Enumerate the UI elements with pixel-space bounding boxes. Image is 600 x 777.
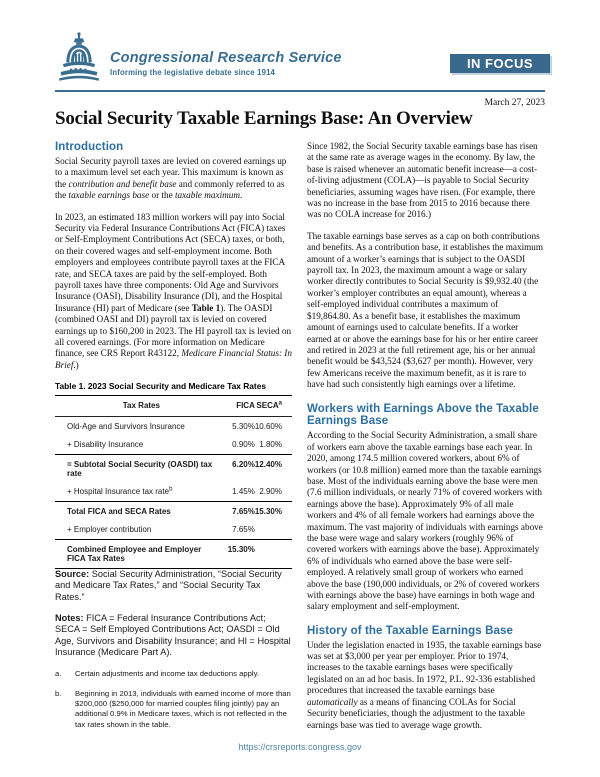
- two-column-body: Introduction Social Security payroll tax…: [55, 141, 545, 741]
- page-title: Social Security Taxable Earnings Base: A…: [55, 108, 473, 129]
- table-header: Tax Rates FICA SECAa: [55, 395, 292, 418]
- section-heading-workers-above-base: Workers with Earnings Above the Taxable …: [307, 402, 539, 428]
- table-cell: 5.30%: [232, 421, 255, 431]
- table-column-header: Tax Rates: [55, 395, 228, 418]
- cap-on-contributions-paragraph: The taxable earnings base serves as a ca…: [307, 231, 544, 391]
- table-row: + Hospital Insurance tax rateb 1.45% 2.90%: [55, 483, 292, 502]
- base-indexing-paragraph: Since 1982, the Social Security taxable …: [307, 141, 544, 221]
- text-segment: .: [240, 190, 243, 201]
- brand-tagline: Informing the legislative debate since 1…: [110, 68, 276, 77]
- table-title: Table 1. 2023 Social Security and Medica…: [55, 381, 267, 392]
- table-row: Old-Age and Survivors Insurance 5.30% 10.6…: [55, 417, 292, 436]
- footnote-text: Certain adjustments and income tax deduc…: [75, 668, 260, 678]
- section-heading-history: History of the Taxable Earnings Base: [307, 624, 513, 637]
- text-segment: Since 1982, the Social Security taxable …: [307, 141, 538, 220]
- footnote-text: Beginning in 2013, individuals with earn…: [75, 688, 291, 729]
- table-row: = Subtotal Social Security (OASDI) tax r…: [55, 454, 292, 483]
- table-cell: 10.60%: [254, 421, 282, 431]
- footnote-marker: a.: [55, 668, 62, 678]
- table-cell: 7.65%: [227, 501, 255, 521]
- table-cell: Old-Age and Survivors Insurance: [67, 421, 185, 431]
- table-header-row: Tax Rates FICA SECAa: [55, 395, 292, 418]
- text-segment: ). The OASDI (combined OASI and DI) payr…: [55, 302, 292, 359]
- table-body: Old-Age and Survivors Insurance 5.30% 10.6…: [55, 417, 292, 569]
- tax-rates-table: Tax Rates FICA SECAa Old-Age and Survivors…: [55, 395, 292, 569]
- table-cell: 15.30%: [254, 501, 292, 521]
- text-segment: In 2023, an estimated 183 million worker…: [55, 211, 286, 313]
- table-cell: 1.80%: [259, 440, 282, 450]
- text-segment: Notes:: [55, 612, 84, 623]
- text-segment: and commonly referred to as the: [55, 178, 285, 201]
- text-segment: taxable maximum: [174, 190, 241, 201]
- table-footnote: a. Certain adjustments and income tax ded…: [55, 669, 292, 679]
- brand-name: Congressional Research Service: [110, 50, 342, 66]
- table-cell: 1.45%: [232, 487, 255, 497]
- text-segment: Social Security payroll taxes are levied…: [55, 155, 287, 189]
- table-source: Source: Social Security Administration, …: [55, 569, 292, 603]
- capitol-dome-icon: [59, 32, 99, 81]
- table-cell: [255, 521, 292, 540]
- text-segment: Medicare Financial Status: In Brief: [55, 348, 292, 370]
- workers-above-base-paragraph: According to the Social Security Adminis…: [307, 430, 544, 613]
- table-row: + Disability Insurance 0.90% 1.80%: [55, 436, 292, 455]
- table-column-header: FICA: [227, 395, 255, 418]
- document-date: March 27, 2023: [484, 98, 545, 108]
- table-row: Combined Employee and Employer FICA Tax …: [55, 539, 292, 569]
- table-cell: [254, 539, 292, 569]
- header-divider: [55, 90, 545, 92]
- table-cell: 15.30%: [227, 539, 255, 569]
- left-column: Introduction Social Security payroll tax…: [55, 141, 292, 741]
- text-segment: taxable earnings base: [68, 190, 150, 201]
- table-cell: 12.40%: [254, 454, 292, 483]
- text-segment: According to the Social Security Adminis…: [307, 430, 543, 612]
- document-header: Congressional Research Service Informing…: [55, 32, 545, 88]
- table-cell: Total FICA and SECA Rates: [55, 501, 228, 521]
- footer: https://crsreports.congress.gov: [0, 742, 600, 752]
- footer-url-link[interactable]: https://crsreports.congress.gov: [238, 742, 362, 752]
- right-column: Since 1982, the Social Security taxable …: [307, 141, 544, 741]
- brand-text-block: Congressional Research Service Informing…: [110, 50, 342, 77]
- text-segment: .): [73, 359, 79, 370]
- table-cell: 7.65%: [232, 525, 255, 535]
- text-segment: automatically: [307, 696, 358, 707]
- table-footnote: b. Beginning in 2013, individuals with ea…: [55, 689, 292, 730]
- table-notes: Notes: FICA = Federal Insurance Contribu…: [55, 613, 292, 659]
- intro-paragraph-2: In 2023, an estimated 183 million worker…: [55, 212, 292, 372]
- table-cell: Combined Employee and Employer FICA Tax …: [55, 539, 228, 569]
- text-segment: contribution and benefit base: [68, 178, 177, 189]
- text-segment: or the: [149, 190, 175, 201]
- brand-row: Congressional Research Service Informing…: [55, 32, 545, 88]
- table-cell: = Subtotal Social Security (OASDI) tax r…: [55, 454, 228, 483]
- table-cell: + Employer contribution: [67, 525, 152, 535]
- table-row: + Employer contribution 7.65%: [55, 521, 292, 540]
- text-segment: Under the legislation enacted in 1935, t…: [307, 639, 542, 696]
- table-row: Total FICA and SECA Rates 7.65% 15.30%: [55, 501, 292, 521]
- text-segment: FICA = Federal Insurance Contributions A…: [55, 612, 291, 658]
- text-segment: The taxable earnings base serves as a ca…: [307, 230, 544, 390]
- section-heading-introduction: Introduction: [55, 141, 124, 153]
- table-cell: 0.90%: [232, 440, 255, 450]
- text-segment: Source:: [55, 568, 90, 579]
- table-footnotes: a. Certain adjustments and income tax ded…: [55, 669, 292, 730]
- intro-paragraph-1: Social Security payroll taxes are levied…: [55, 156, 292, 202]
- table-cell: + Hospital Insurance tax rateb: [67, 486, 173, 497]
- table-cell: + Disability Insurance: [67, 440, 144, 450]
- table-column-header: SECAa: [254, 395, 292, 418]
- in-focus-badge: IN FOCUS: [450, 54, 550, 73]
- history-paragraph: Under the legislation enacted in 1935, t…: [307, 640, 544, 731]
- text-segment: Social Security Administration, “Social …: [55, 568, 282, 602]
- text-segment: Table 1: [191, 302, 221, 313]
- footnote-marker: b.: [55, 688, 62, 698]
- table-cell: 6.20%: [227, 454, 255, 483]
- text-segment: as a means of financing COLAs for Social…: [307, 696, 525, 730]
- table-cell: 2.90%: [259, 487, 282, 497]
